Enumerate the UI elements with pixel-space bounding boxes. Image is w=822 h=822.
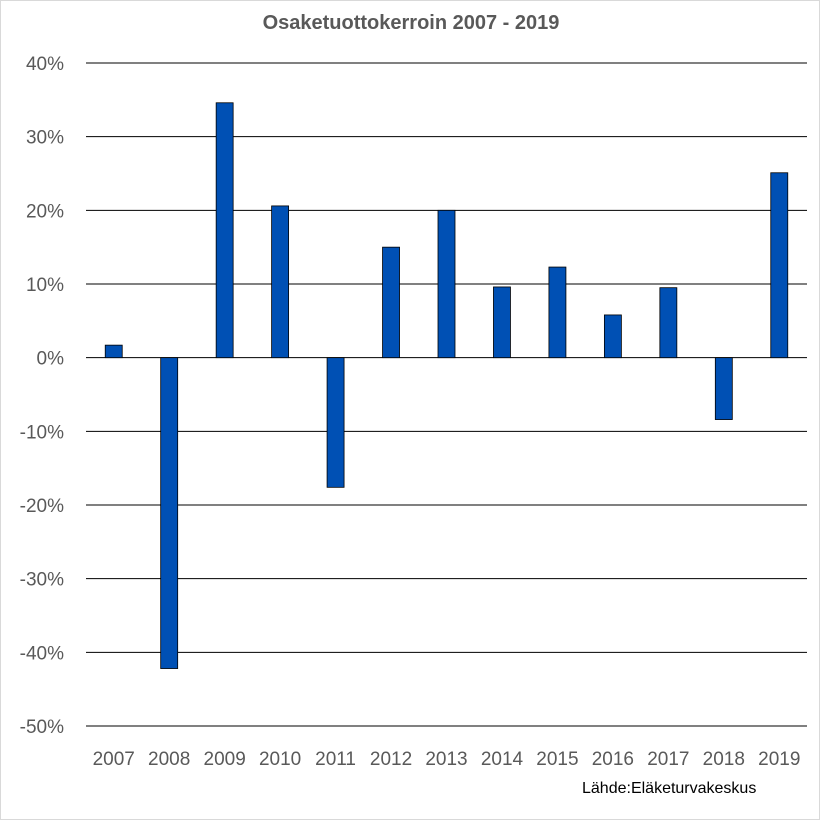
y-tick-label: -30%	[20, 570, 64, 591]
x-tick-label: 2009	[204, 749, 246, 770]
x-tick-label: 2013	[425, 749, 467, 770]
x-tick-label: 2016	[592, 749, 634, 770]
x-tick-label: 2008	[148, 749, 190, 770]
bar-2017	[659, 287, 678, 359]
bar-2019	[770, 172, 789, 359]
y-tick-label: -20%	[20, 496, 64, 517]
x-tick-label: 2017	[647, 749, 689, 770]
chart-title: Osaketuottokerroin 2007 - 2019	[262, 12, 560, 34]
bar-2016	[603, 314, 622, 359]
y-tick-label: 30%	[26, 128, 64, 149]
x-tick-label: 2012	[370, 749, 412, 770]
y-tick-label: -10%	[20, 422, 64, 443]
x-tick-label: 2019	[758, 749, 800, 770]
x-tick-label: 2015	[536, 749, 578, 770]
source-note: Lähde:Eläketurvakeskus	[582, 780, 757, 797]
y-tick-label: 20%	[26, 201, 64, 222]
x-tick-label: 2007	[93, 749, 135, 770]
y-tick-label: 10%	[26, 275, 64, 296]
bar-2010	[271, 205, 290, 359]
y-tick-label: 0%	[37, 349, 65, 370]
bar-2015	[548, 266, 567, 359]
y-tick-label: 40%	[26, 54, 64, 75]
bar-2014	[493, 286, 511, 359]
x-tick-label: 2010	[259, 749, 301, 770]
y-tick-label: -50%	[20, 717, 64, 738]
bar-2011	[326, 357, 345, 488]
x-tick-label: 2011	[315, 749, 356, 770]
x-tick-label: 2018	[703, 749, 745, 770]
x-tick-label: 2014	[481, 749, 524, 770]
bar-2009	[215, 102, 234, 359]
bar-2008	[160, 357, 179, 669]
bar-2018	[714, 357, 733, 420]
bar-2013	[437, 209, 456, 359]
bar-2012	[382, 246, 400, 359]
bar-2007	[104, 344, 123, 359]
y-tick-label: -40%	[20, 643, 64, 664]
